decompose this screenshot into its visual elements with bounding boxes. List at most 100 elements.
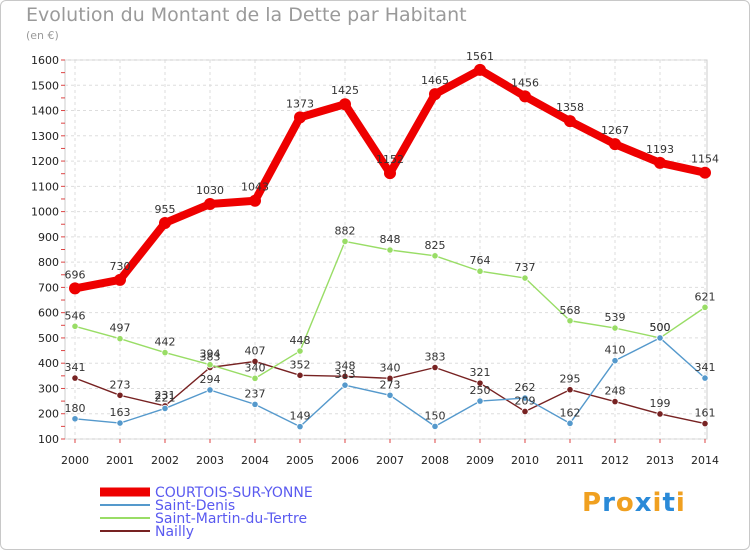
data-point	[251, 374, 259, 382]
data-label: 1152	[376, 153, 404, 166]
y-tick-label: 900	[38, 231, 59, 244]
logo-letter: r	[602, 488, 616, 518]
data-point	[161, 348, 169, 357]
legend-label: Saint-Denis	[155, 498, 235, 514]
data-point	[474, 63, 486, 76]
data-label: 410	[605, 344, 626, 357]
data-label: 539	[605, 311, 626, 324]
data-label: 149	[290, 410, 311, 423]
data-point	[386, 391, 394, 399]
logo-letter: i	[675, 488, 686, 518]
data-point	[159, 216, 171, 229]
data-point	[249, 194, 261, 207]
x-tick-label: 2006	[331, 454, 359, 467]
data-point	[116, 391, 124, 399]
data-label: 621	[695, 290, 716, 303]
data-label: 150	[425, 409, 446, 422]
data-point	[384, 167, 396, 180]
data-label: 497	[110, 322, 131, 335]
y-tick-label: 800	[38, 256, 59, 269]
data-point	[204, 198, 216, 211]
logo-letter: P	[582, 488, 603, 518]
data-point	[701, 374, 709, 382]
data-point	[656, 334, 664, 342]
data-label: 500	[650, 321, 671, 334]
data-point	[701, 419, 709, 428]
data-point	[609, 138, 621, 151]
y-tick-label: 1600	[31, 54, 59, 67]
data-point	[114, 273, 126, 286]
x-tick-label: 2010	[511, 454, 539, 467]
data-point	[251, 400, 259, 408]
data-label: 231	[155, 389, 176, 402]
data-label: 1193	[646, 143, 674, 156]
data-point	[116, 419, 124, 427]
data-label: 294	[200, 373, 221, 386]
data-label: 295	[560, 373, 581, 386]
data-point	[296, 347, 304, 355]
data-point	[341, 237, 349, 246]
data-point	[521, 274, 529, 282]
data-label: 250	[470, 384, 491, 397]
data-point	[161, 404, 169, 413]
y-tick-label: 1200	[31, 155, 59, 168]
x-tick-label: 2004	[241, 454, 269, 467]
data-label: 1358	[556, 101, 584, 114]
data-label: 248	[605, 385, 626, 398]
y-tick-label: 1000	[31, 206, 59, 219]
data-point	[116, 335, 124, 343]
data-point	[476, 267, 484, 275]
y-tick-label: 500	[38, 332, 59, 345]
data-label: 955	[155, 203, 176, 216]
data-point	[71, 415, 79, 423]
x-tick-label: 2000	[61, 454, 89, 467]
data-label: 1030	[196, 184, 224, 197]
data-label: 1456	[511, 76, 539, 89]
data-point	[386, 246, 394, 254]
data-label: 199	[650, 397, 671, 410]
data-point	[519, 90, 531, 103]
y-tick-label: 100	[38, 433, 59, 446]
data-label: 383	[200, 350, 221, 363]
data-label: 730	[110, 260, 131, 273]
data-label: 273	[110, 378, 131, 391]
data-point	[699, 166, 711, 179]
data-point	[339, 98, 351, 111]
data-point	[566, 419, 574, 427]
y-tick-label: 300	[38, 382, 59, 395]
legend-label: COURTOIS-SUR-YONNE	[155, 485, 313, 501]
y-tick-label: 1500	[31, 79, 59, 92]
y-tick-label: 200	[38, 408, 59, 421]
x-tick-label: 2008	[421, 454, 449, 467]
data-point	[431, 363, 439, 372]
data-label: 180	[65, 402, 86, 415]
data-point	[206, 386, 214, 394]
legend-label: Nailly	[155, 524, 194, 540]
data-point	[71, 322, 79, 330]
data-point	[521, 394, 529, 402]
data-label: 321	[470, 366, 491, 379]
data-label: 448	[290, 334, 311, 347]
data-label: 1425	[331, 84, 359, 97]
data-label: 340	[245, 361, 266, 374]
data-point	[521, 407, 529, 416]
y-tick-label: 1400	[31, 105, 59, 118]
data-point	[701, 303, 709, 311]
data-point	[566, 317, 574, 325]
data-point	[251, 357, 259, 366]
data-label: 237	[245, 387, 266, 400]
data-label: 500	[650, 321, 671, 334]
data-label: 383	[425, 350, 446, 363]
chart-title: Evolution du Montant de la Dette par Hab…	[26, 4, 467, 26]
data-label: 1373	[286, 97, 314, 110]
logo-letter: x	[634, 488, 653, 518]
data-label: 340	[380, 361, 401, 374]
x-tick-label: 2012	[601, 454, 629, 467]
data-label: 341	[695, 361, 716, 374]
data-point	[476, 397, 484, 405]
data-point	[431, 422, 439, 430]
x-tick-label: 2001	[106, 454, 134, 467]
data-label: 394	[200, 348, 221, 361]
data-point	[611, 398, 619, 406]
data-label: 696	[65, 268, 86, 281]
